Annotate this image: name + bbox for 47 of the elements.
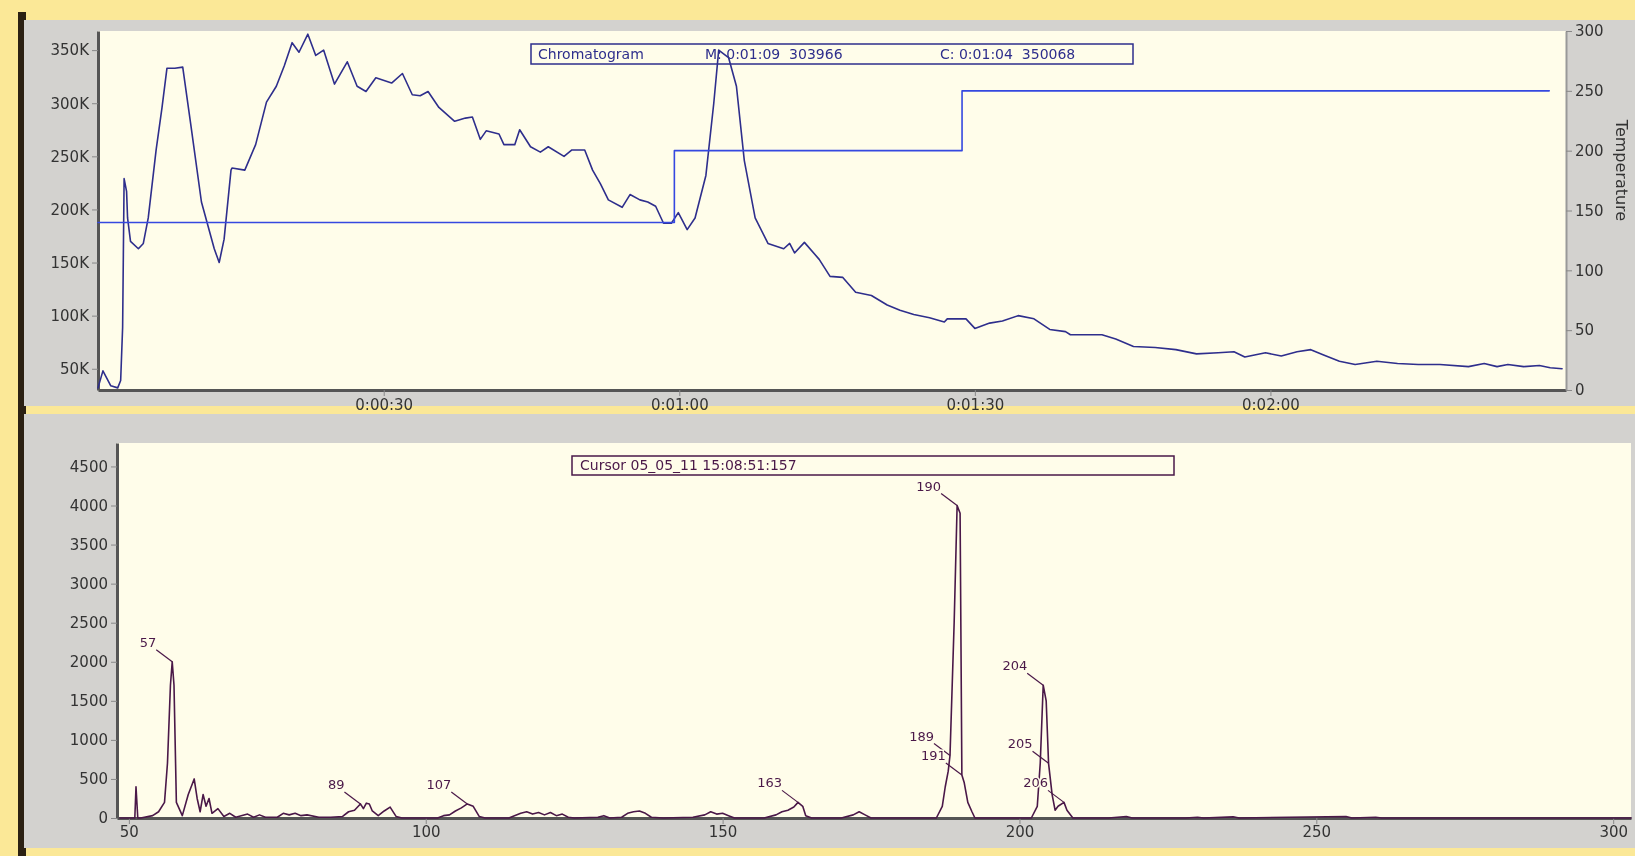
y2-axis-title: Temperature xyxy=(1612,118,1631,222)
x-tick-label: 50 xyxy=(119,823,139,841)
annotation: 57 xyxy=(139,634,157,650)
y-tick-label: 4500 xyxy=(69,457,108,476)
y-tick-label: 350K xyxy=(50,41,91,60)
x-tick-label: 150 xyxy=(708,823,738,841)
y-tick-label: 50K xyxy=(60,360,91,379)
y-tick-label: 3000 xyxy=(69,574,108,593)
annotation: Chromatogram xyxy=(538,46,644,62)
y2-tick-label: 200 xyxy=(1575,141,1604,160)
y-tick-label: 250K xyxy=(50,147,91,166)
y-tick-label: 150K xyxy=(50,253,91,272)
y2-tick-label: 0 xyxy=(1575,381,1585,400)
x-tick-label: 200 xyxy=(1005,823,1035,841)
y2-tick-label: 50 xyxy=(1575,321,1595,340)
annotation: 89 xyxy=(327,776,345,792)
annotation: 189 xyxy=(909,728,934,744)
x-tick-label: 0:02:00 xyxy=(1242,396,1300,414)
annotation: Cursor 05_05_11 15:08:51:157 xyxy=(580,457,797,473)
annotation: C: 0:01:04 350068 xyxy=(940,46,1076,62)
annotation: 107 xyxy=(426,776,452,792)
y-tick-label: 4000 xyxy=(69,496,108,515)
x-tick-label: 0:01:30 xyxy=(946,396,1005,414)
x-tick-label: 100 xyxy=(411,823,441,841)
x-tick-label: 250 xyxy=(1302,823,1332,841)
y-tick-label: 500 xyxy=(79,770,108,789)
annotation: 190 xyxy=(916,478,942,494)
y-tick-label: 0 xyxy=(98,809,108,828)
y-tick-label: 300K xyxy=(50,94,91,113)
y2-tick-label: 300 xyxy=(1575,22,1604,41)
y2-tick-label: 100 xyxy=(1575,261,1604,280)
y-tick-label: 200K xyxy=(50,200,91,219)
x-tick-label: 0:01:00 xyxy=(650,396,709,414)
y-tick-label: 2500 xyxy=(69,613,108,632)
y-tick-label: 1500 xyxy=(69,692,108,711)
annotation: 163 xyxy=(757,775,782,791)
y-tick-label: 2000 xyxy=(69,653,108,672)
y-tick-label: 1000 xyxy=(69,731,108,750)
y2-tick-label: 150 xyxy=(1575,201,1604,220)
y2-tick-label: 250 xyxy=(1575,82,1604,101)
x-tick-label: 0:00:30 xyxy=(355,396,414,414)
x-tick-label: 300 xyxy=(1599,823,1629,841)
y-tick-label: 100K xyxy=(50,306,91,325)
annotation: 205 xyxy=(1007,736,1033,752)
y-tick-label: 3500 xyxy=(69,535,108,554)
annotation: 191 xyxy=(921,748,946,764)
annotation: 204 xyxy=(1002,658,1028,674)
